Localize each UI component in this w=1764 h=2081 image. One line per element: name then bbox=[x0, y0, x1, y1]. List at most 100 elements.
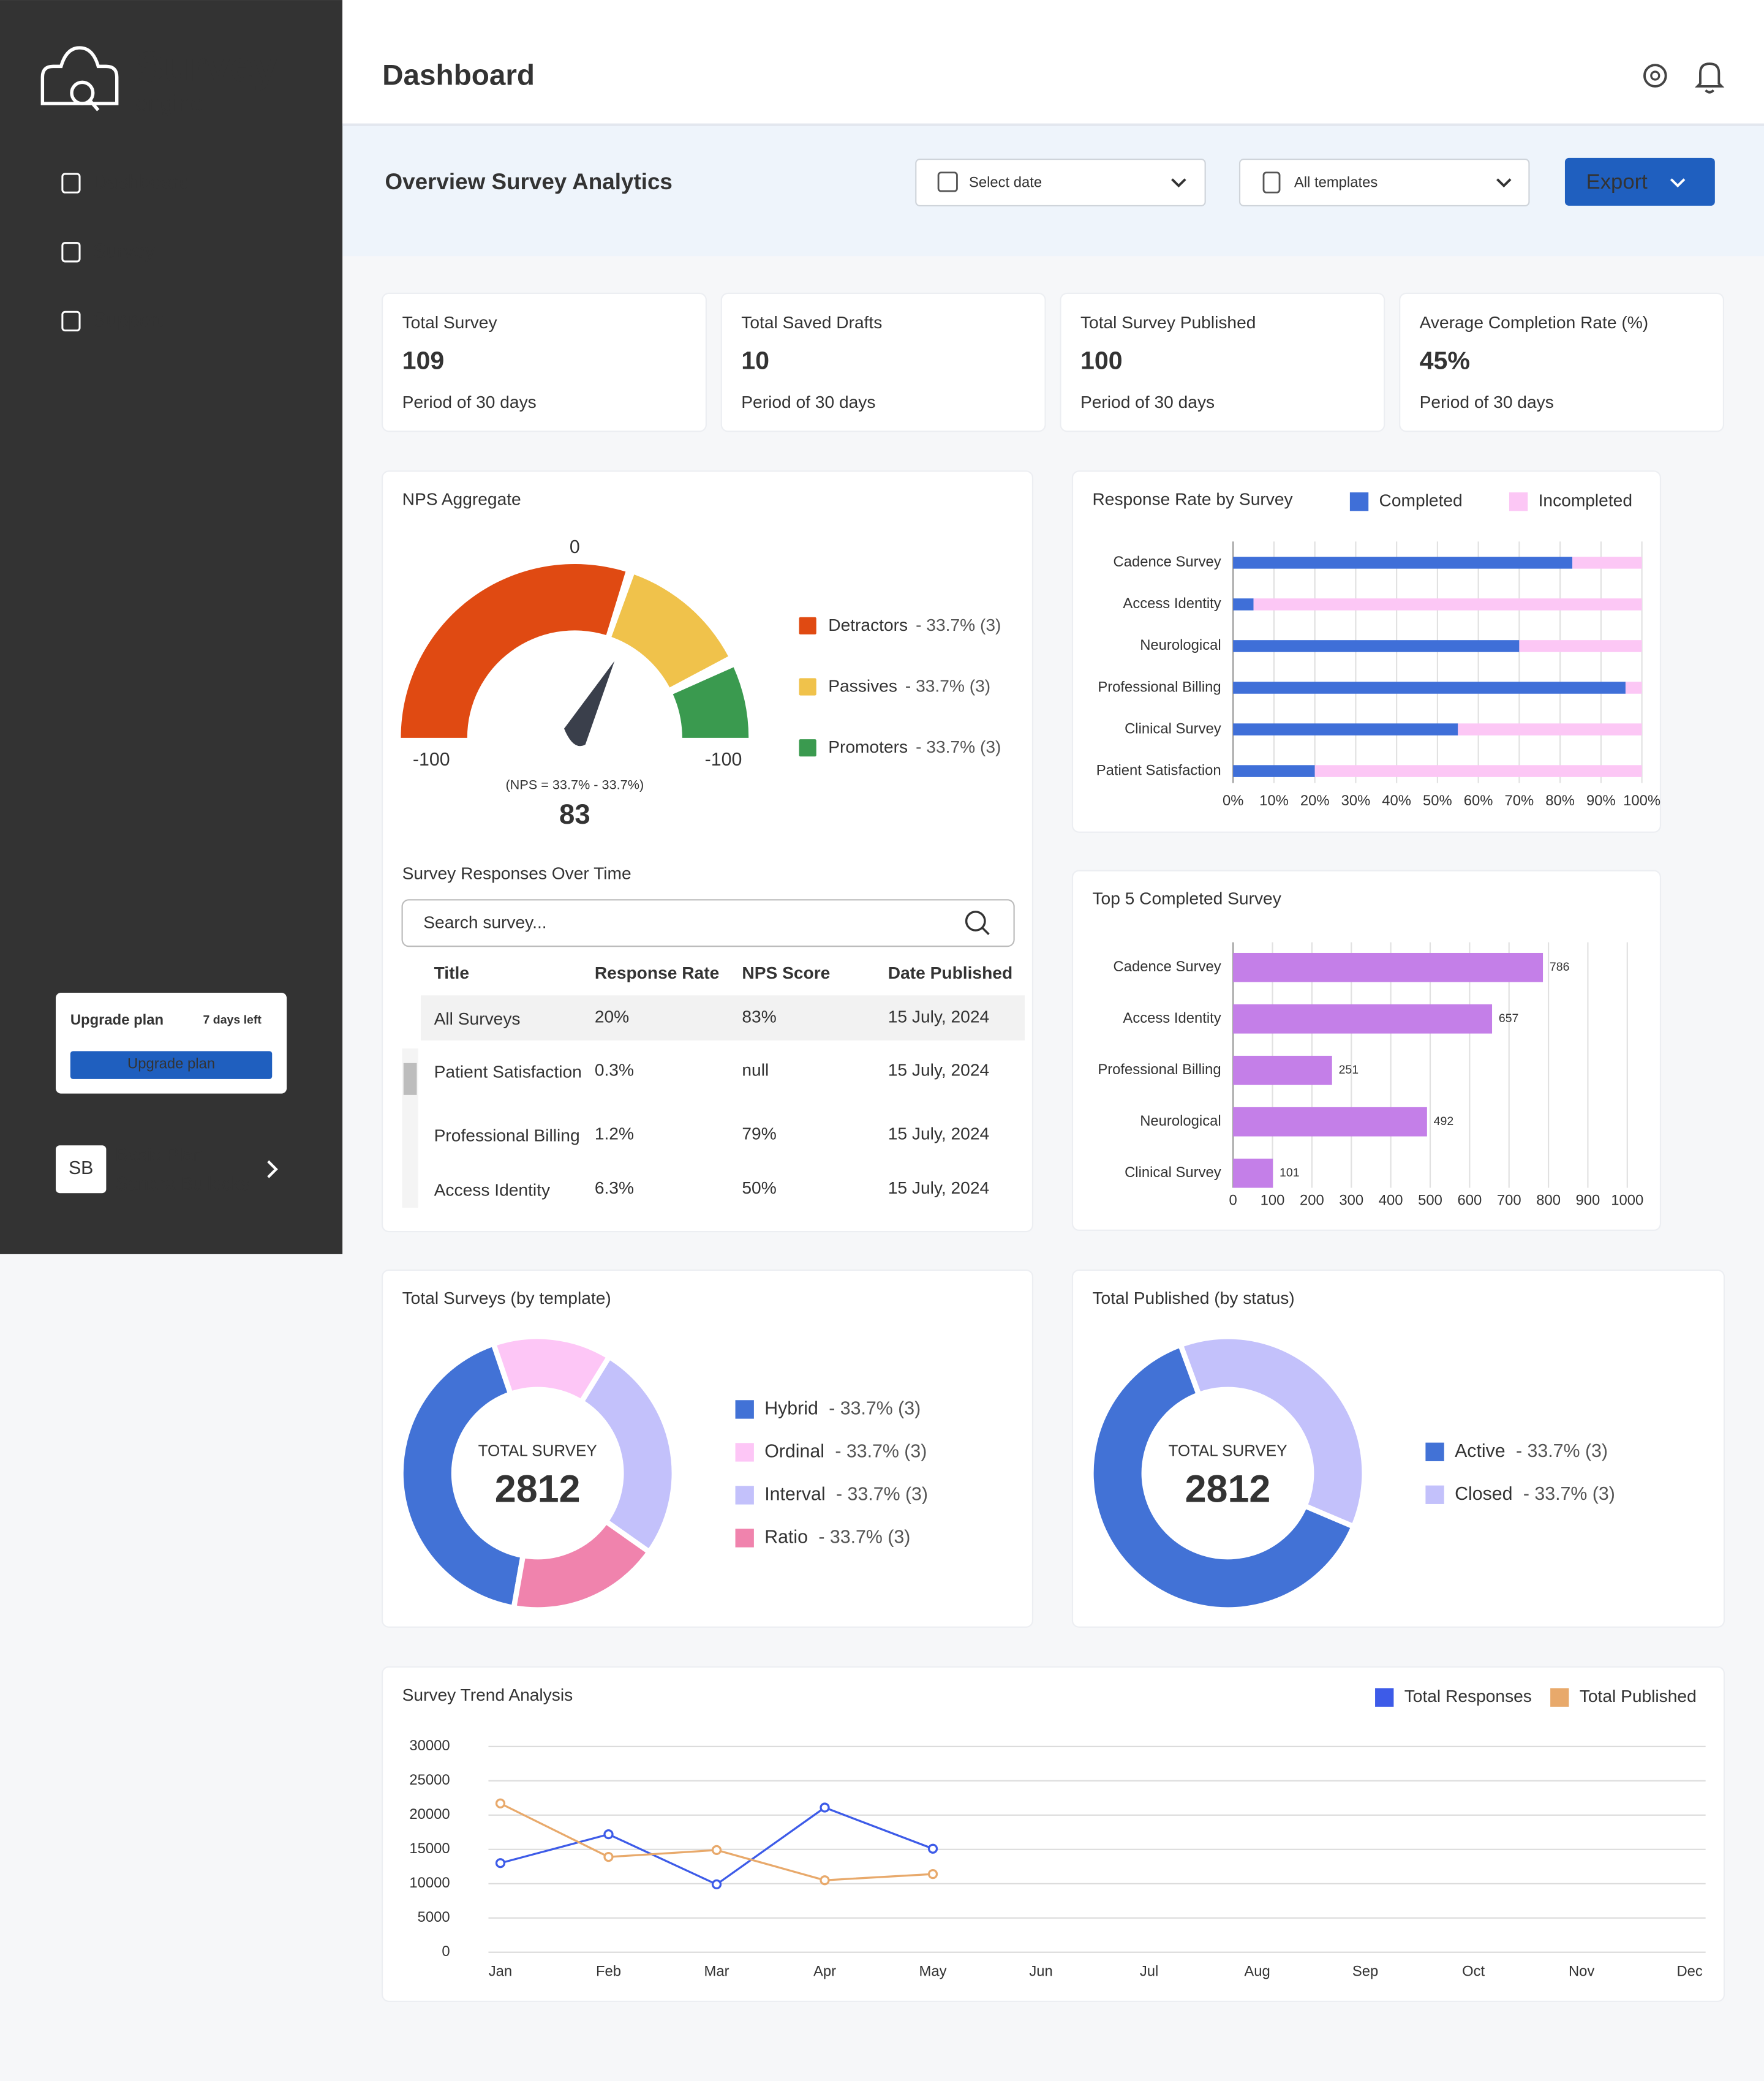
legend-value: - 33.7% (3) bbox=[1523, 1484, 1615, 1504]
stat-period: Period of 30 days bbox=[741, 392, 875, 412]
card bbox=[382, 1666, 1725, 2003]
date-select[interactable] bbox=[915, 158, 1206, 207]
line-point bbox=[820, 1875, 830, 1886]
line-point bbox=[711, 1845, 722, 1856]
legend-name: Detractors bbox=[828, 615, 908, 634]
export-button[interactable] bbox=[1564, 157, 1715, 206]
logo-icon bbox=[40, 46, 119, 105]
nav-item: Dashboard bbox=[93, 171, 190, 193]
x-tick-label: 40% bbox=[1382, 792, 1411, 809]
avatar bbox=[56, 1145, 107, 1194]
x-tick-label: 80% bbox=[1545, 792, 1575, 809]
table-cell-frame: Professional Billing bbox=[434, 1125, 580, 1145]
y-tick-label: 5000 bbox=[418, 1909, 450, 1925]
nav-item: Support bbox=[93, 309, 163, 331]
table-cell: 50% bbox=[742, 1178, 776, 1197]
legend-name: Closed bbox=[1455, 1484, 1512, 1504]
x-tick-label: 60% bbox=[1464, 792, 1493, 809]
line-point bbox=[495, 1798, 506, 1808]
x-tick-label: Sep bbox=[1352, 1963, 1378, 1980]
logo bbox=[40, 46, 119, 111]
column-header: Title bbox=[434, 963, 469, 982]
x-tick-label: 0 bbox=[1229, 1192, 1237, 1209]
x-tick-label: Jan bbox=[489, 1963, 512, 1980]
line-point bbox=[711, 1879, 722, 1890]
bar-segment bbox=[1233, 765, 1315, 777]
stat-period: Period of 30 days bbox=[1420, 392, 1554, 412]
card bbox=[1399, 292, 1724, 432]
legend-label: Total Responses bbox=[1404, 1686, 1532, 1706]
settings-icon[interactable] bbox=[1643, 64, 1667, 88]
legend-name: Ratio bbox=[764, 1527, 808, 1547]
x-tick-label: Jul bbox=[1140, 1963, 1158, 1980]
data-label: 492 bbox=[1434, 1115, 1454, 1128]
bar-segment bbox=[1572, 557, 1642, 569]
x-tick-label: Aug bbox=[1244, 1963, 1270, 1980]
table-title: Survey Responses Over Time bbox=[402, 864, 631, 883]
logo-handle bbox=[89, 99, 100, 111]
bell-icon[interactable] bbox=[1694, 62, 1725, 94]
line-point bbox=[927, 1868, 938, 1880]
legend-swatch bbox=[735, 1443, 754, 1462]
scrollbar-thumb bbox=[403, 1063, 417, 1095]
chart-title: Top 5 Completed Survey bbox=[1092, 889, 1281, 908]
table-cell: null bbox=[742, 1059, 769, 1079]
legend-swatch bbox=[1349, 492, 1369, 511]
y-tick-label: Clinical Survey bbox=[1125, 720, 1221, 737]
card bbox=[382, 292, 707, 432]
gauge-value: 83 bbox=[559, 799, 590, 830]
bar bbox=[1233, 1055, 1332, 1085]
bar-segment bbox=[1233, 640, 1520, 652]
bar-segment bbox=[1519, 640, 1642, 652]
column-header: Date Published bbox=[888, 963, 1012, 982]
x-tick-label: 400 bbox=[1379, 1192, 1403, 1209]
gauge-top-label: 0 bbox=[570, 537, 580, 557]
bar-segment bbox=[1253, 598, 1642, 611]
legend-swatch bbox=[1425, 1485, 1444, 1504]
search-input[interactable] bbox=[401, 899, 1015, 947]
bar-segment bbox=[1233, 557, 1573, 569]
x-tick-label: 200 bbox=[1300, 1192, 1324, 1209]
nav-icon bbox=[61, 310, 81, 332]
bar-segment bbox=[1625, 682, 1642, 694]
upgrade-title: Upgrade plan bbox=[70, 1012, 164, 1028]
chevron bbox=[1670, 178, 1686, 188]
stat-label: Total Survey bbox=[402, 312, 498, 332]
legend-swatch bbox=[799, 739, 816, 757]
legend-entry: Promoters - 33.7% (3) bbox=[828, 737, 1001, 757]
x-tick-label: 300 bbox=[1339, 1192, 1363, 1209]
legend-swatch bbox=[1509, 492, 1528, 511]
y-tick-label: 25000 bbox=[409, 1772, 450, 1788]
upgrade-button[interactable] bbox=[70, 1051, 273, 1079]
line-point bbox=[820, 1802, 830, 1813]
y-tick-label: Access Identity bbox=[1123, 595, 1221, 612]
chart-title: Survey Trend Analysis bbox=[402, 1685, 573, 1704]
table-cell: 83% bbox=[742, 1007, 776, 1026]
legend-value: - 33.7% (3) bbox=[1516, 1441, 1608, 1461]
bar-segment bbox=[1233, 682, 1626, 694]
search-icon-handle bbox=[981, 927, 990, 935]
template-select[interactable] bbox=[1238, 158, 1530, 207]
template-icon bbox=[1262, 171, 1281, 194]
search-placeholder: Search survey... bbox=[423, 913, 546, 932]
line-point bbox=[603, 1852, 614, 1862]
table-cell: All Surveys bbox=[434, 1007, 521, 1028]
chart-title: Response Rate by Survey bbox=[1092, 489, 1293, 508]
donut-center-value: 2812 bbox=[1185, 1467, 1271, 1510]
bar bbox=[1233, 952, 1544, 982]
chart-title: Total Published (by status) bbox=[1092, 1288, 1294, 1308]
legend-value: - 33.7% (3) bbox=[829, 1398, 921, 1418]
donut-segment bbox=[578, 1354, 677, 1555]
donut-segment bbox=[1178, 1333, 1368, 1530]
table-cell: 15 July, 2024 bbox=[888, 1007, 989, 1026]
x-tick-label: 10% bbox=[1259, 792, 1289, 809]
settings-hub bbox=[1650, 70, 1660, 81]
user-chevron[interactable] bbox=[267, 1160, 278, 1178]
section-title: Overview Survey Analytics bbox=[385, 169, 672, 194]
data-label: 251 bbox=[1339, 1063, 1359, 1077]
bar-segment bbox=[1314, 765, 1642, 777]
card bbox=[720, 292, 1046, 432]
legend-value: - 33.7% (3) bbox=[836, 1484, 928, 1504]
legend-label: Completed bbox=[1379, 491, 1463, 510]
